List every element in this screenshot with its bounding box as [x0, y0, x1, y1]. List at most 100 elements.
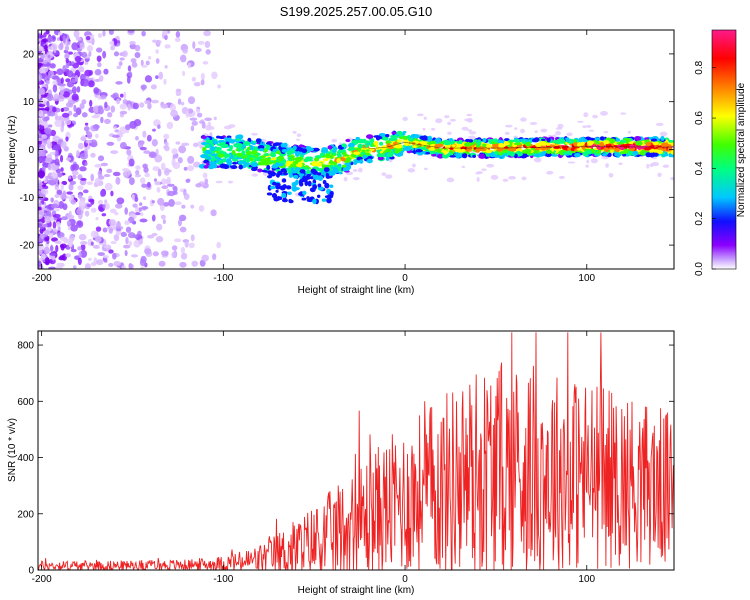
spectrogram-cell: [481, 148, 487, 151]
spectrogram-cell: [508, 176, 516, 180]
spectrogram-cell: [306, 169, 311, 175]
spectrogram-cell: [58, 200, 65, 209]
spectrogram-cell: [211, 71, 218, 80]
spectrogram-cell: [423, 116, 427, 120]
spectrogram-cell: [54, 208, 60, 212]
spectrogram-cell: [190, 125, 195, 132]
spectrogram-cell: [52, 221, 57, 230]
spectrogram-cell: [75, 36, 82, 41]
spectrogram-cell: [261, 169, 267, 173]
spectrogram-cell: [161, 185, 169, 190]
spectrogram-cell: [90, 199, 95, 205]
spectrogram-cell: [116, 197, 125, 205]
spectrogram-cell: [84, 152, 89, 159]
spectrogram-cell: [634, 135, 642, 141]
spectrogram-cell: [364, 152, 371, 156]
spectrogram-cell: [108, 30, 114, 35]
spectrogram-cell: [494, 155, 502, 158]
spectrogram-cell: [251, 132, 258, 136]
spectrogram-cell: [78, 251, 82, 259]
spectrogram-cell: [237, 160, 244, 165]
spectrogram-cell: [44, 215, 51, 224]
spectrogram-cell: [313, 174, 320, 179]
spectrogram-cell: [148, 151, 157, 159]
spectrogram-cell: [329, 154, 334, 159]
spectrogram-cell: [649, 163, 654, 167]
spectrogram-cell: [46, 93, 54, 102]
spectrogram-cell: [94, 78, 101, 82]
spectrogram-cell: [55, 265, 63, 269]
spectrogram-cell: [77, 221, 82, 227]
spectrogram-cell: [394, 148, 400, 154]
spectrogram-cell: [200, 72, 205, 81]
spectrogram-cell: [144, 100, 151, 105]
spectrogram-cell: [65, 136, 69, 142]
spectrogram-cell: [134, 44, 141, 52]
spectrogram-cell: [52, 106, 57, 113]
spectrogram-cell: [365, 149, 370, 152]
spectrogram-cell: [108, 262, 114, 268]
spectrogram-cell: [188, 242, 195, 249]
spectrogram-cell: [601, 152, 608, 157]
spectrogram-cell: [128, 177, 135, 186]
spectrogram-cell: [428, 147, 436, 151]
spectrogram-cell: [219, 150, 224, 155]
spectrogram-cell: [175, 88, 182, 93]
spectrogram-cell: [115, 176, 121, 185]
chart-title: S199.2025.257.00.05.G10: [280, 4, 433, 19]
spectrogram-cell: [80, 240, 88, 246]
spectrogram-cell: [108, 249, 114, 254]
spectrogram-cell: [156, 223, 163, 231]
spectrogram-cell: [576, 142, 582, 147]
spectrogram-cell: [434, 144, 440, 150]
spectrogram-cell: [322, 158, 329, 162]
spectrogram-cell: [257, 145, 265, 150]
spectrogram-cell: [443, 149, 448, 155]
spectrogram-cell: [504, 124, 513, 128]
spectrogram-cell: [65, 119, 72, 126]
spectrogram-cell: [127, 103, 132, 111]
spectrogram-cell: [185, 110, 190, 118]
spectrogram-cell: [217, 153, 225, 158]
spectrogram-cell: [80, 205, 85, 211]
spectrogram-cell: [57, 232, 65, 239]
spectrogram-cell: [59, 236, 68, 242]
spectrogram-cell: [187, 96, 196, 105]
spectrogram-cell: [482, 137, 487, 143]
spectrogram-cell: [338, 171, 343, 175]
spectrogram-cell: [168, 199, 175, 207]
spectrogram-cell: [302, 175, 307, 182]
colorbar-tick-label: 0.6: [694, 111, 705, 125]
spectrogram-cell: [504, 131, 510, 135]
spectrogram-cell: [71, 78, 77, 84]
spectrogram-cell: [177, 218, 183, 227]
spectrogram-cell: [169, 103, 176, 112]
spectrogram-cell: [81, 78, 90, 87]
spectrogram-cell: [324, 153, 332, 159]
spectrogram-cell: [125, 226, 132, 233]
spectrogram-cell: [154, 154, 163, 163]
spectrogram-cell: [132, 203, 138, 208]
spectrogram-cell: [476, 176, 480, 182]
spectrogram-cell: [407, 168, 416, 173]
spectrogram-cell: [541, 152, 546, 156]
y-tick-label: -10: [20, 193, 35, 204]
spectrogram-cell: [77, 185, 84, 191]
spectrogram-cell: [163, 133, 170, 140]
spectrogram-cell: [645, 141, 652, 147]
spectrogram-cell: [231, 149, 236, 156]
spectrogram-cell: [50, 237, 58, 242]
spectrogram-cell: [54, 240, 62, 245]
spectrogram-cell: [38, 214, 43, 220]
spectrogram-cell: [97, 62, 102, 68]
spectrogram-cell: [56, 189, 63, 196]
spectrogram-cell: [123, 244, 131, 249]
y-tick-label: 600: [17, 397, 34, 408]
spectrogram-cell: [94, 69, 102, 76]
spectrogram-cell: [546, 137, 551, 143]
spectrogram-cell: [660, 135, 665, 142]
spectrogram-cell: [57, 94, 65, 102]
spectrogram-cell: [124, 124, 131, 131]
spectrogram-cell: [144, 248, 152, 255]
spectrogram-cell: [180, 246, 185, 254]
